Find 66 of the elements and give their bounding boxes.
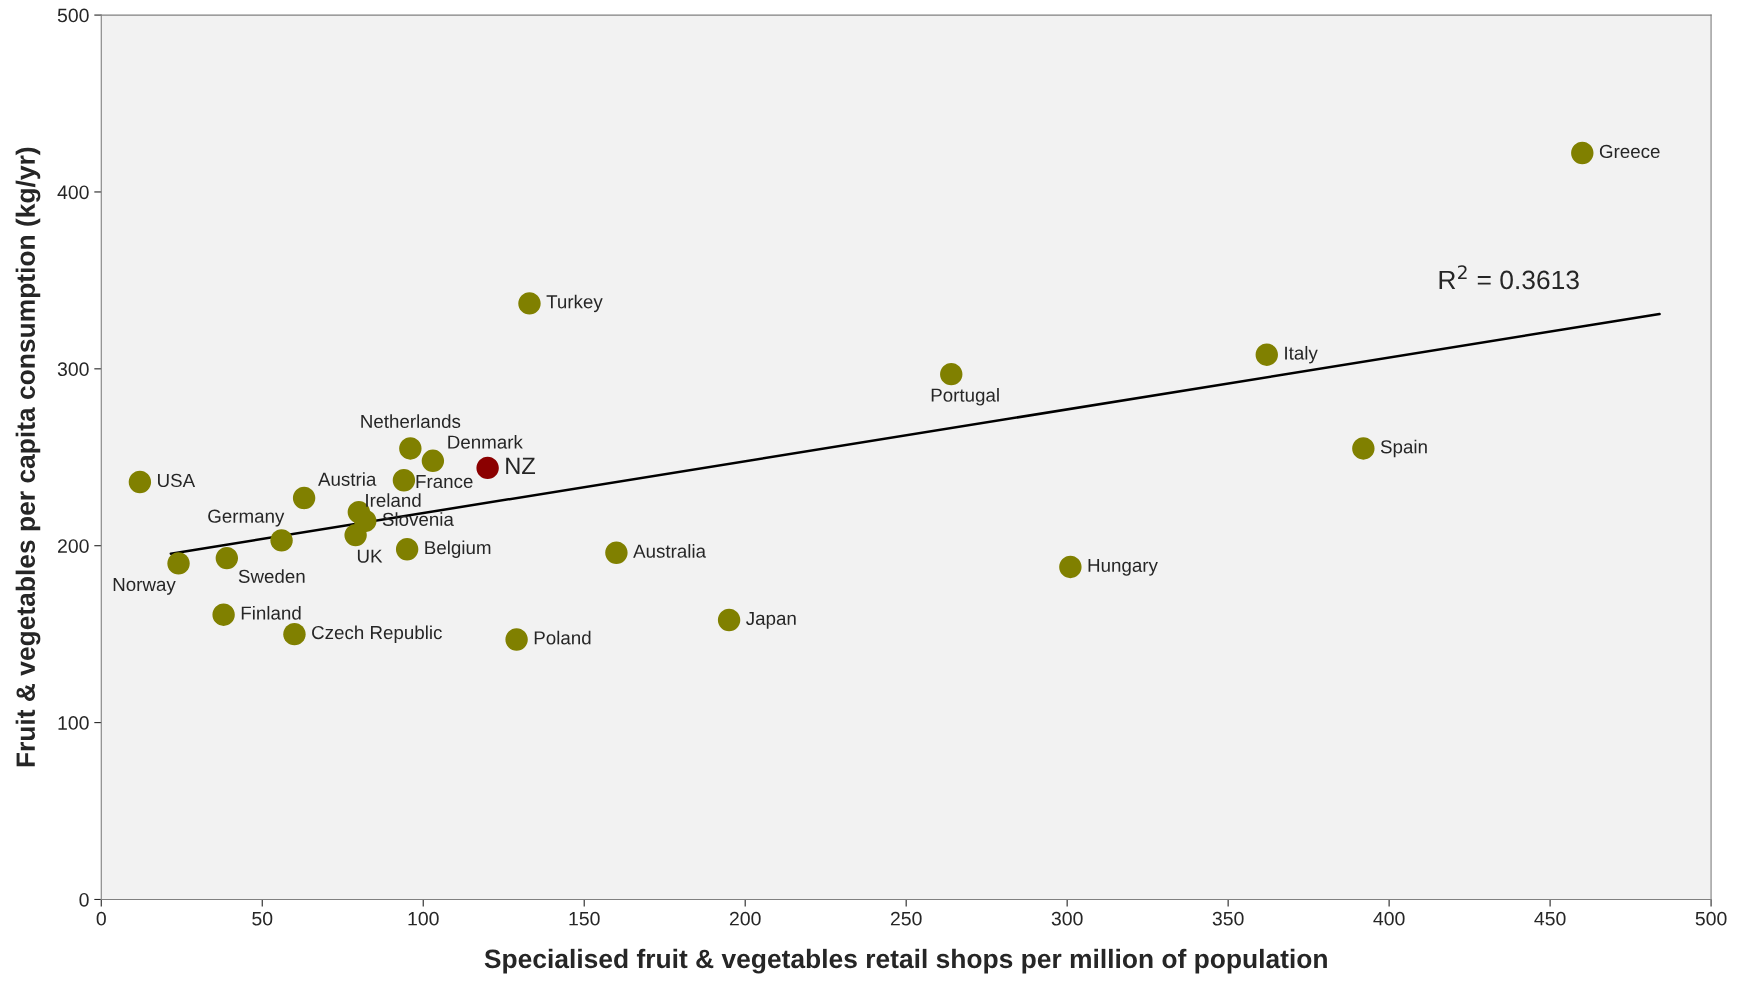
y-tick-label: 0 — [79, 892, 89, 907]
series-label: Turkey — [546, 294, 603, 313]
y-tick-label: 100 — [58, 716, 89, 730]
point — [392, 469, 416, 492]
x-tick-label: 500 — [1695, 911, 1727, 926]
point — [344, 523, 367, 547]
x-tick-label: 50 — [252, 911, 273, 926]
x-tick-label: 450 — [1534, 911, 1566, 926]
point — [270, 529, 293, 552]
point — [1059, 555, 1082, 579]
point — [605, 541, 628, 564]
point — [1352, 437, 1375, 460]
point — [717, 608, 741, 632]
series-label: Norway — [113, 577, 176, 595]
point — [421, 449, 445, 473]
point — [518, 292, 541, 315]
y-tick-label: 500 — [57, 8, 89, 23]
point — [1571, 141, 1594, 165]
point — [940, 362, 963, 386]
x-tick-label: 250 — [890, 911, 922, 926]
point — [292, 486, 316, 510]
series-label: Ireland — [366, 493, 421, 508]
point — [212, 603, 235, 626]
x-tick-label: 100 — [408, 911, 439, 926]
series-label: USA — [158, 473, 196, 488]
annotation: R$^{2}$ = 0.3613 — [1439, 265, 1579, 290]
point — [283, 622, 306, 646]
point — [167, 552, 190, 575]
series-label: Finland — [241, 605, 301, 620]
series-label: Poland — [534, 630, 591, 645]
series-label: Austria — [318, 472, 377, 486]
series-label: Portugal — [931, 388, 999, 406]
series-label: Belgium — [425, 540, 491, 558]
series-label: UK — [357, 549, 383, 563]
y-tick-label: 400 — [57, 185, 89, 200]
series-label: Slovenia — [382, 512, 454, 526]
x-tick-label: 150 — [569, 911, 600, 926]
x-tick-label: 300 — [1051, 911, 1083, 926]
point — [505, 628, 528, 651]
x-tick-label: 400 — [1373, 911, 1405, 926]
y-tick-label: 300 — [57, 362, 89, 377]
series-label: Hungary — [1088, 558, 1158, 576]
y-tick-label: 200 — [58, 539, 89, 553]
point — [395, 538, 419, 561]
x-tick-label: 0 — [96, 911, 106, 926]
y-axis-title: Fruit & vegetables per capita consumption (kg/yr) — [15, 147, 41, 767]
point — [1255, 343, 1278, 366]
series-label: Greece — [1599, 144, 1660, 159]
series-label: France — [416, 475, 473, 489]
point — [399, 437, 422, 460]
point — [476, 456, 499, 480]
series-label: Italy — [1285, 345, 1318, 364]
series-label: Spain — [1380, 439, 1427, 458]
series-label: NZ — [506, 457, 536, 474]
point — [215, 546, 239, 570]
x-axis-title: Specialised fruit & vegetables retail shops per million of population — [484, 948, 1327, 974]
x-tick-label: 350 — [1212, 911, 1244, 926]
series-label: Czech Republic — [312, 625, 442, 643]
series-label: Denmark — [448, 435, 523, 449]
point — [128, 470, 152, 494]
series-label: Sweden — [238, 569, 305, 583]
series-label: Germany — [208, 509, 285, 527]
series-label: Australia — [633, 544, 707, 558]
x-tick-label: 200 — [729, 911, 761, 926]
series-label: Japan — [746, 611, 796, 629]
series-label: Netherlands — [361, 414, 461, 429]
